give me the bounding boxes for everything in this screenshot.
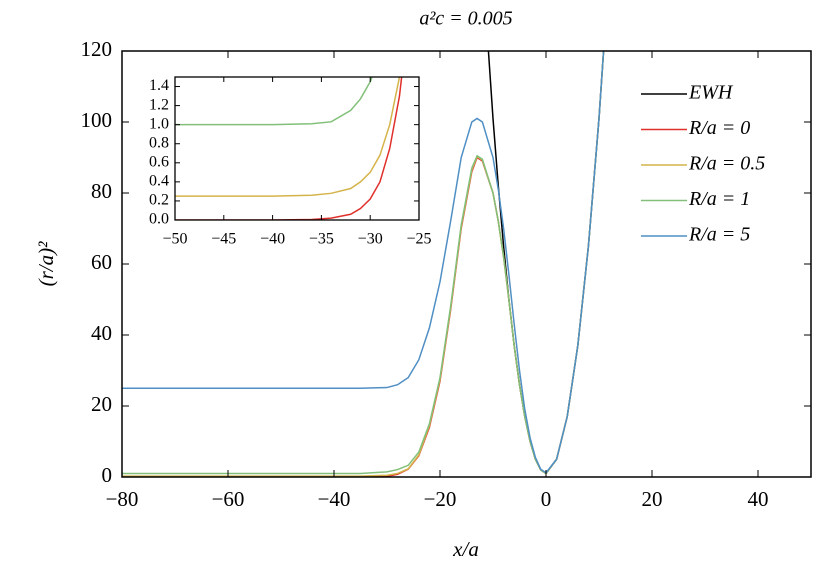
y-tick-label: 1.4 <box>149 77 169 94</box>
y-axis-label: (r/a)² <box>34 241 58 286</box>
legend-label: R/a = 1 <box>688 188 750 210</box>
data-line <box>175 77 401 197</box>
x-tick-label: −40 <box>260 231 285 248</box>
axes-frame <box>174 76 420 221</box>
legend-label: R/a = 0.5 <box>688 153 765 175</box>
y-tick-label: 0.6 <box>149 153 169 170</box>
x-tick-label: 40 <box>748 487 769 511</box>
y-tick-label: 0.0 <box>149 211 169 228</box>
y-tick-label: 120 <box>81 37 113 61</box>
legend-label: R/a = 0 <box>688 117 750 139</box>
x-tick-label: −80 <box>106 487 139 511</box>
x-tick-label: −35 <box>309 231 334 248</box>
x-tick-label: −20 <box>424 487 457 511</box>
legend-label: EWH <box>688 82 734 104</box>
x-tick-label: −45 <box>211 231 236 248</box>
x-tick-label: 20 <box>642 487 663 511</box>
y-tick-label: 0.2 <box>149 192 169 209</box>
x-tick-label: −50 <box>162 231 187 248</box>
x-tick-label: −25 <box>406 231 431 248</box>
x-tick-label: 0 <box>541 487 552 511</box>
data-line <box>122 51 605 474</box>
y-tick-label: 0.8 <box>149 134 169 151</box>
x-tick-label: −40 <box>318 487 351 511</box>
y-tick-label: 100 <box>81 108 113 132</box>
y-tick-label: 40 <box>91 321 112 345</box>
y-tick-label: 60 <box>91 250 112 274</box>
x-tick-label: −60 <box>212 487 245 511</box>
data-line <box>175 77 373 126</box>
legend-label: R/a = 5 <box>688 224 750 246</box>
y-tick-label: 0.4 <box>149 173 169 190</box>
y-tick-label: 1.0 <box>149 115 169 132</box>
y-tick-label: 20 <box>91 392 112 416</box>
x-axis-label: x/a <box>452 537 479 561</box>
x-tick-label: −30 <box>358 231 383 248</box>
y-tick-label: 1.2 <box>149 96 169 113</box>
inset-axes: −50 −45 −40 −35 −30 −25 0.0 0.2 0.4 0.6 0.8 1.0 1.2 1… <box>149 76 432 248</box>
y-tick-label: 80 <box>91 179 112 203</box>
chart-title: a²c = 0.005 <box>419 8 512 30</box>
y-tick-label: 0 <box>102 463 113 487</box>
